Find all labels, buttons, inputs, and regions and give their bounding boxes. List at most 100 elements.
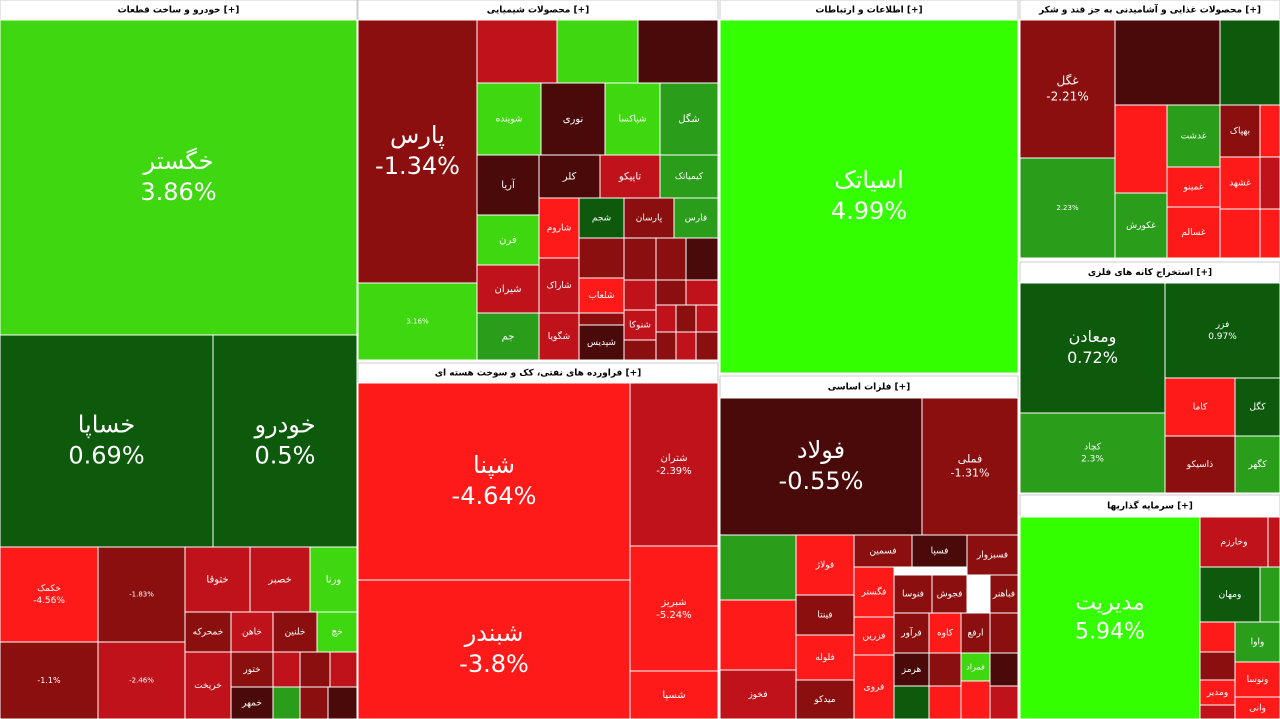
tile-change: 3.16% (406, 318, 429, 326)
tile (853, 616, 895, 656)
tile-name: فارس (685, 214, 707, 224)
tile-change: 3.86% (140, 178, 216, 206)
tile-name: غکورش (1126, 221, 1156, 231)
tile-change: -0.55% (779, 467, 864, 495)
tile (184, 611, 232, 653)
tile (230, 686, 274, 719)
tile (795, 679, 855, 719)
tile-name: فگستر (861, 586, 887, 598)
tile (230, 651, 274, 688)
sector-title: اطلاعات و ارتباطات [+] (815, 6, 922, 16)
tile-name: خریخت (194, 681, 222, 691)
sector-title: خودرو و ساخت قطعات [+] (118, 6, 240, 16)
tile (329, 651, 358, 688)
tile (655, 304, 677, 333)
tile (960, 652, 991, 682)
tile (578, 324, 625, 361)
tile (931, 574, 968, 614)
tile (629, 382, 719, 547)
tile-name: غمینو (1183, 183, 1204, 193)
tile-name: شنوکا (629, 321, 651, 331)
tile-name: فلوله (815, 653, 835, 663)
tile-change: -2.21% (1046, 89, 1088, 103)
tile-name: خاهن (242, 628, 262, 638)
tile (853, 566, 895, 618)
tile (989, 652, 1019, 687)
tile-name: فسمین (869, 547, 896, 557)
tile (1019, 282, 1166, 414)
tile-name: شبریز (660, 597, 686, 608)
tile (623, 197, 675, 239)
tile (578, 312, 625, 326)
tile (623, 237, 657, 281)
tile (1199, 621, 1236, 653)
tile (795, 534, 855, 596)
tile-name: خمهر (241, 699, 262, 709)
tile (1259, 156, 1280, 210)
tile-change: 2.3% (1081, 454, 1104, 464)
tile-name: خلنین (285, 628, 306, 638)
tile-name: کاوه (937, 629, 954, 639)
tile-name: میدکو (813, 695, 835, 705)
tile-change: 5.94% (1075, 619, 1145, 644)
tile-name: فرآور (900, 627, 921, 639)
tile (719, 669, 797, 719)
tile (675, 331, 697, 361)
tile (578, 197, 625, 239)
tile (357, 579, 631, 719)
tile (249, 546, 311, 613)
tile (1199, 651, 1236, 681)
tile (960, 680, 991, 719)
tile (1114, 104, 1168, 194)
tile-name: مدیریت (1075, 591, 1144, 616)
tile (556, 19, 639, 84)
tile-name: ونوسا (1247, 675, 1269, 685)
tile-change: 2.23% (1056, 204, 1079, 212)
tile-name: خچ (331, 628, 342, 638)
tile-change: 4.99% (831, 197, 907, 225)
tile (299, 651, 331, 688)
tile (1114, 19, 1221, 106)
tile (655, 331, 677, 361)
tile (272, 611, 318, 653)
tile-name: پارسان (636, 214, 663, 224)
tile-name: شوینده (496, 115, 523, 125)
tile (655, 237, 687, 281)
tile-name: فجوش (937, 590, 963, 600)
tile-name: خودرو (253, 410, 315, 438)
tile (1234, 621, 1280, 663)
tile-name: بهپاک (1230, 126, 1250, 137)
tile (604, 82, 661, 156)
sector-title: فراورده های نفتی، کک و سوخت هسته ای [+] (435, 369, 641, 379)
tile-change: -1.34% (375, 152, 460, 180)
tile (853, 654, 895, 719)
tile (309, 546, 358, 613)
tile-name: شپنا (473, 451, 515, 479)
tile (719, 599, 797, 671)
tile-name: ختوقا (206, 575, 228, 586)
tile-name: کگل (1249, 401, 1266, 413)
tile-name: آریا (501, 178, 516, 191)
tile (476, 19, 558, 84)
tile-name: شپاکسا (618, 115, 646, 125)
tile-name: کیمیاتک (675, 172, 704, 182)
tile (1219, 19, 1280, 106)
tile (1267, 516, 1280, 568)
tile-name: خمحرکه (193, 628, 224, 638)
tile (1234, 435, 1280, 494)
sector-title: فلزات اساسی [+] (828, 383, 911, 393)
tile (695, 331, 719, 361)
tile (1234, 377, 1280, 437)
tile (327, 686, 358, 719)
tile (212, 334, 358, 548)
tile (578, 237, 625, 279)
tile (629, 670, 719, 719)
tile (623, 339, 657, 361)
tile (695, 304, 719, 333)
tile-name: فزر (1215, 320, 1230, 330)
tile-name: ارفع (968, 629, 984, 639)
tile (1234, 696, 1280, 719)
tile-name: فملی (958, 452, 982, 465)
tile (623, 279, 657, 311)
tile-name: خصبر (267, 575, 291, 586)
